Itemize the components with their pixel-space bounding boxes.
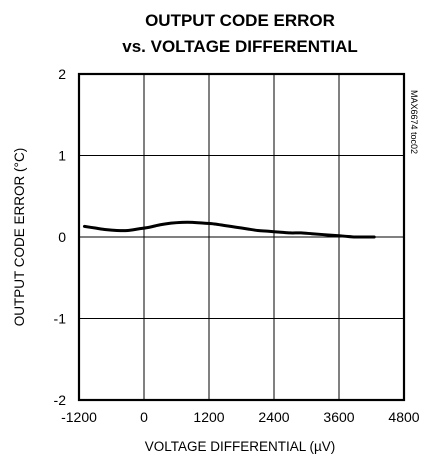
grid	[79, 74, 404, 400]
y-axis-label: OUTPUT CODE ERROR (°C)	[12, 148, 27, 326]
x-tick-labels: -1200 0 1200 2400 3600 4800	[61, 409, 420, 425]
y-tick-labels: -2 -1 0 1 2	[54, 66, 67, 408]
x-tick-label: 2400	[258, 409, 289, 425]
x-tick-label: 3600	[323, 409, 354, 425]
x-tick-label: 4800	[388, 409, 419, 425]
y-tick-label: 1	[58, 148, 66, 164]
y-tick-label: -1	[54, 311, 67, 327]
chart-title-line-1: OUTPUT CODE ERROR	[145, 11, 335, 30]
x-tick-label: -1200	[61, 409, 97, 425]
y-tick-label: 2	[58, 66, 66, 82]
y-tick-label: -2	[54, 392, 67, 408]
plot-frame	[77, 72, 406, 402]
series-line	[82, 220, 376, 239]
chart-id-label: MAX6674 toc02	[409, 90, 419, 154]
chart-title-line-2: vs. VOLTAGE DIFFERENTIAL	[122, 37, 358, 56]
x-axis-label: VOLTAGE DIFFERENTIAL (µV)	[145, 439, 336, 454]
y-tick-label: 0	[58, 229, 66, 245]
x-tick-label: 0	[140, 409, 148, 425]
x-tick-label: 1200	[193, 409, 224, 425]
